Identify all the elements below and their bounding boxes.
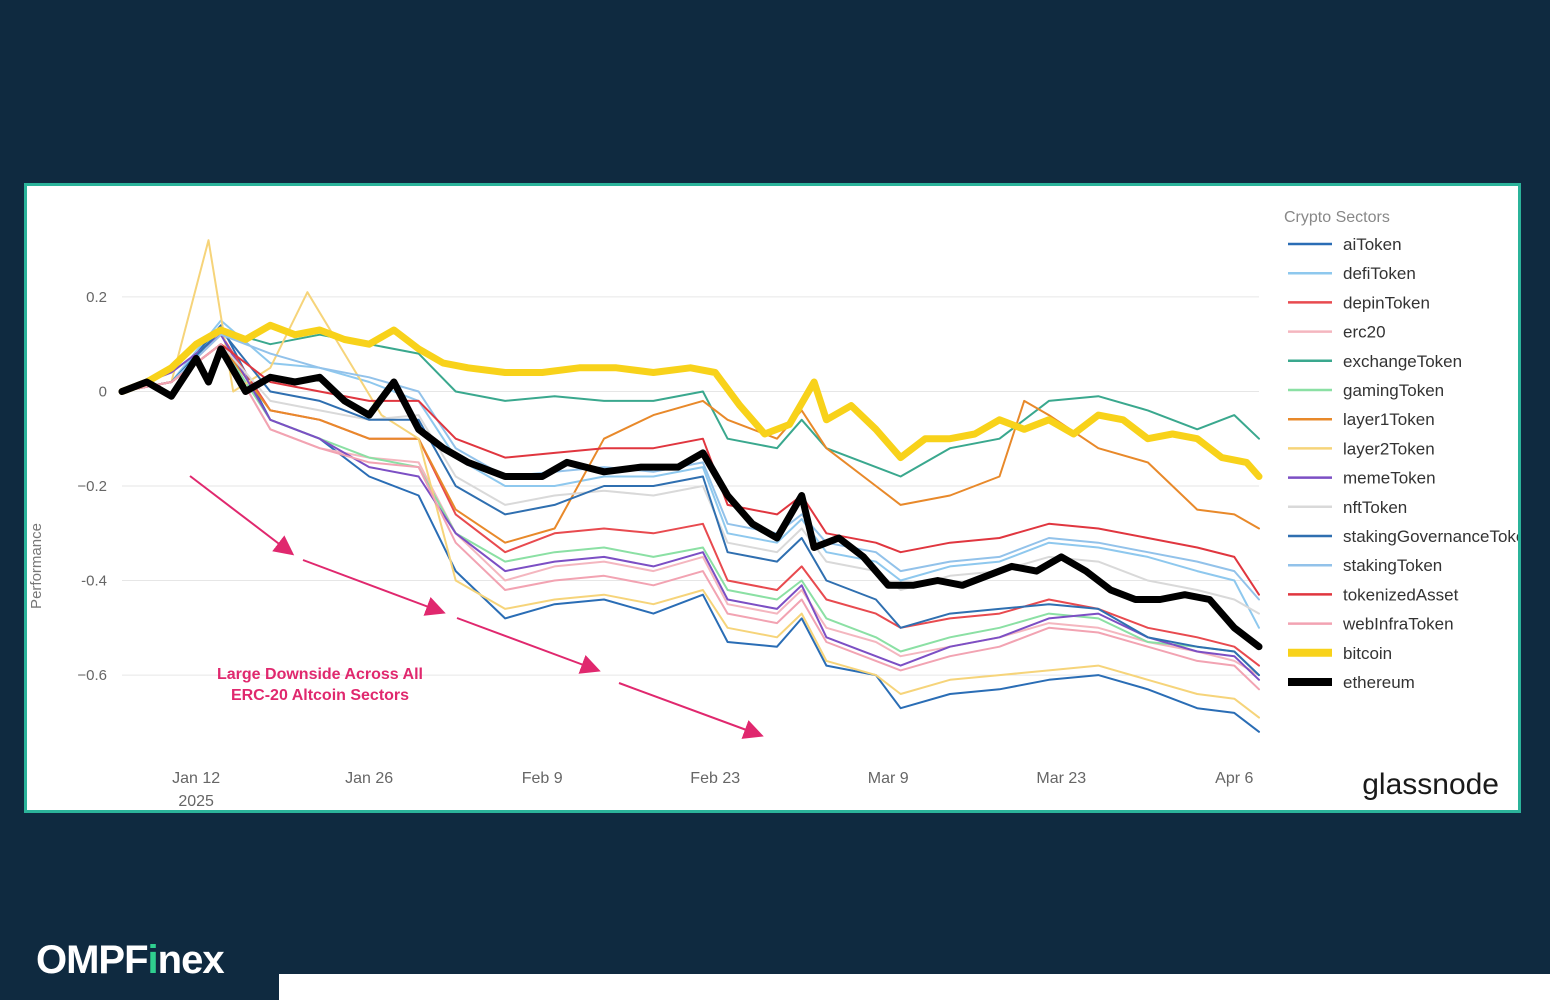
legend-label-layer2Token: layer2Token [1343, 439, 1435, 458]
y-axis-label: Performance [28, 523, 45, 609]
legend-label-webInfraToken: webInfraToken [1342, 615, 1454, 634]
x-tick-sublabel: 2025 [178, 793, 214, 810]
y-tick-label: 0.2 [86, 289, 107, 306]
series-line-memeToken [121, 333, 1260, 681]
y-tick-label: −0.2 [77, 478, 107, 495]
legend-label-ethereum: ethereum [1343, 673, 1415, 692]
downside-arrow [189, 475, 295, 556]
series-line-erc20 [121, 343, 1260, 677]
legend-label-defiToken: defiToken [1343, 264, 1416, 283]
x-tick-label: Apr 6 [1215, 770, 1253, 787]
series-line-stakingGovernanceToken [121, 329, 1260, 677]
bottom-bar [279, 974, 1550, 1000]
x-tick-label: Jan 12 [172, 770, 220, 787]
glassnode-watermark: glassnode [1362, 768, 1499, 801]
x-tick-label: Feb 23 [690, 770, 740, 787]
legend-label-bitcoin: bitcoin [1343, 644, 1392, 663]
legend-label-aiToken: aiToken [1343, 235, 1402, 254]
series-line-stakingToken [121, 333, 1260, 601]
series-line-defiToken [121, 319, 1260, 629]
legend-title: Crypto Sectors [1284, 209, 1390, 226]
series-line-webInfraToken [121, 343, 1260, 691]
downside-arrow [618, 682, 764, 739]
legend-label-memeToken: memeToken [1343, 469, 1436, 488]
annotation-text: Large Downside Across All [217, 666, 423, 683]
x-tick-label: Feb 9 [522, 770, 563, 787]
series-line-gamingToken [121, 343, 1260, 677]
legend-label-exchangeToken: exchangeToken [1343, 352, 1462, 371]
legend-label-stakingToken: stakingToken [1343, 556, 1442, 575]
sector-performance-chart: 0.2 0 −0.2 -0.4 −0.6 Performance Jan 12 2025 Jan… [28, 209, 1518, 810]
series-line-nftToken [121, 343, 1260, 615]
brand-suffix: nex [157, 938, 225, 982]
series-line-layer2Token [121, 239, 1260, 719]
x-tick-label: Mar 23 [1036, 770, 1086, 787]
y-tick-label: 0 [99, 383, 107, 400]
legend-label-tokenizedAsset: tokenizedAsset [1343, 585, 1459, 604]
brand-prefix: OMPF [36, 938, 149, 982]
downside-arrow [302, 559, 446, 616]
legend-label-layer1Token: layer1Token [1343, 410, 1435, 429]
chart-card: 0.2 0 −0.2 -0.4 −0.6 Performance Jan 12 2025 Jan… [24, 183, 1521, 813]
x-tick-label: Mar 9 [868, 770, 909, 787]
legend-label-depinToken: depinToken [1343, 293, 1430, 312]
legend-label-gamingToken: gamingToken [1343, 381, 1444, 400]
legend-label-erc20: erc20 [1343, 323, 1386, 342]
legend-label-stakingGovernanceToken: stakingGovernanceToken [1343, 527, 1518, 546]
legend-label-nftToken: nftToken [1343, 498, 1407, 517]
x-tick-label: Jan 26 [345, 770, 393, 787]
downside-arrow [456, 617, 601, 674]
series-line-bitcoin [118, 321, 1263, 480]
annotation-text: ERC-20 Altcoin Sectors [231, 687, 409, 704]
series-line-layer1Token [121, 343, 1260, 544]
brand-accent: i [147, 938, 159, 982]
y-tick-label: −0.6 [77, 667, 107, 684]
brand-logo: OMPFinex [36, 938, 225, 983]
series-line-exchangeToken [121, 329, 1260, 478]
series-line-ethereum [118, 345, 1263, 651]
y-tick-label: -0.4 [81, 573, 107, 590]
